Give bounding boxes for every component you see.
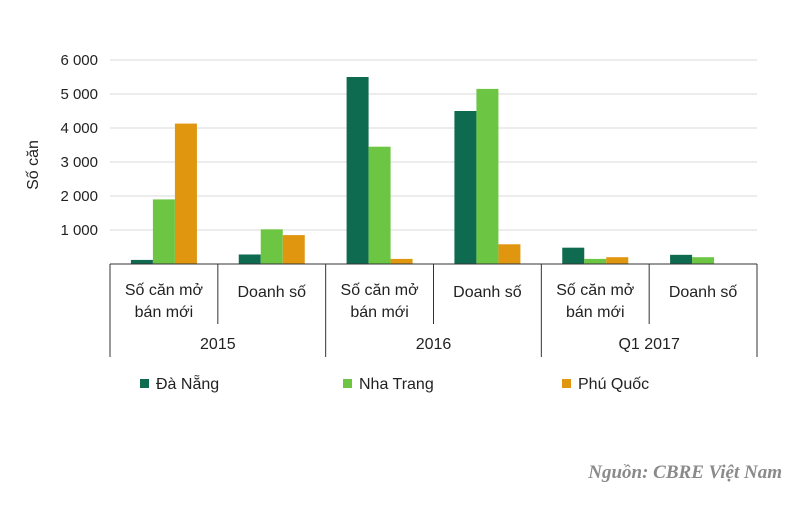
category-labels: Số căn mở bán mới Doanh số 2015 Số căn mở bán… — [125, 282, 738, 353]
legend-label: Phú Quốc — [578, 376, 649, 393]
bar-nha-trang — [368, 146, 391, 264]
legend: Đà Nẵng Nha Trang Phú Quốc — [140, 374, 649, 393]
y-tick-label: 2 000 — [60, 188, 98, 205]
y-tick-label: 6 000 — [60, 52, 98, 69]
legend-swatch — [140, 379, 149, 388]
category-label: Số căn mở — [556, 282, 635, 299]
category-label: Doanh số — [453, 284, 522, 301]
category-label: bán mới — [566, 304, 625, 321]
y-axis-label: Số căn — [25, 140, 42, 190]
category-label: Doanh số — [669, 284, 738, 301]
y-tick-label: 3 000 — [60, 154, 98, 171]
bar-phú-quốc — [390, 258, 413, 264]
bar-đà-nẵng — [454, 111, 477, 264]
legend-swatch — [562, 379, 571, 388]
bar-nha-trang — [584, 258, 607, 264]
group-label: 2016 — [416, 336, 452, 353]
group-label: Q1 2017 — [618, 336, 679, 353]
bar-phú-quốc — [174, 123, 197, 264]
y-tick-label: 1 000 — [60, 222, 98, 239]
y-axis-ticks: 1 000 2 000 3 000 4 000 5 000 6 000 — [60, 52, 98, 239]
bar-nha-trang — [692, 257, 715, 264]
bar-đà-nẵng — [670, 254, 693, 264]
group-label: 2015 — [200, 336, 236, 353]
y-tick-label: 5 000 — [60, 86, 98, 103]
bar-đà-nẵng — [238, 254, 261, 264]
bar-phú-quốc — [282, 235, 305, 264]
category-label: Số căn mở — [341, 282, 420, 299]
bar-nha-trang — [476, 88, 499, 265]
bars — [130, 77, 715, 265]
bar-nha-trang — [260, 229, 283, 264]
gridlines — [110, 59, 757, 231]
bar-phú-quốc — [606, 257, 629, 264]
bar-đà-nẵng — [562, 247, 585, 264]
legend-label: Nha Trang — [359, 376, 434, 393]
category-label: bán mới — [350, 304, 409, 321]
category-label: bán mới — [135, 304, 194, 321]
bar-đà-nẵng — [346, 77, 369, 264]
y-tick-label: 4 000 — [60, 120, 98, 137]
legend-swatch — [343, 379, 352, 388]
category-label: Doanh số — [238, 284, 307, 301]
bar-phú-quốc — [498, 244, 521, 264]
source-note: Nguồn: CBRE Việt Nam — [588, 462, 782, 483]
legend-label: Đà Nẵng — [156, 374, 219, 393]
category-label: Số căn mở — [125, 282, 204, 299]
axis-lines — [109, 263, 758, 357]
bar-đà-nẵng — [130, 259, 153, 264]
bar-nha-trang — [152, 199, 175, 264]
